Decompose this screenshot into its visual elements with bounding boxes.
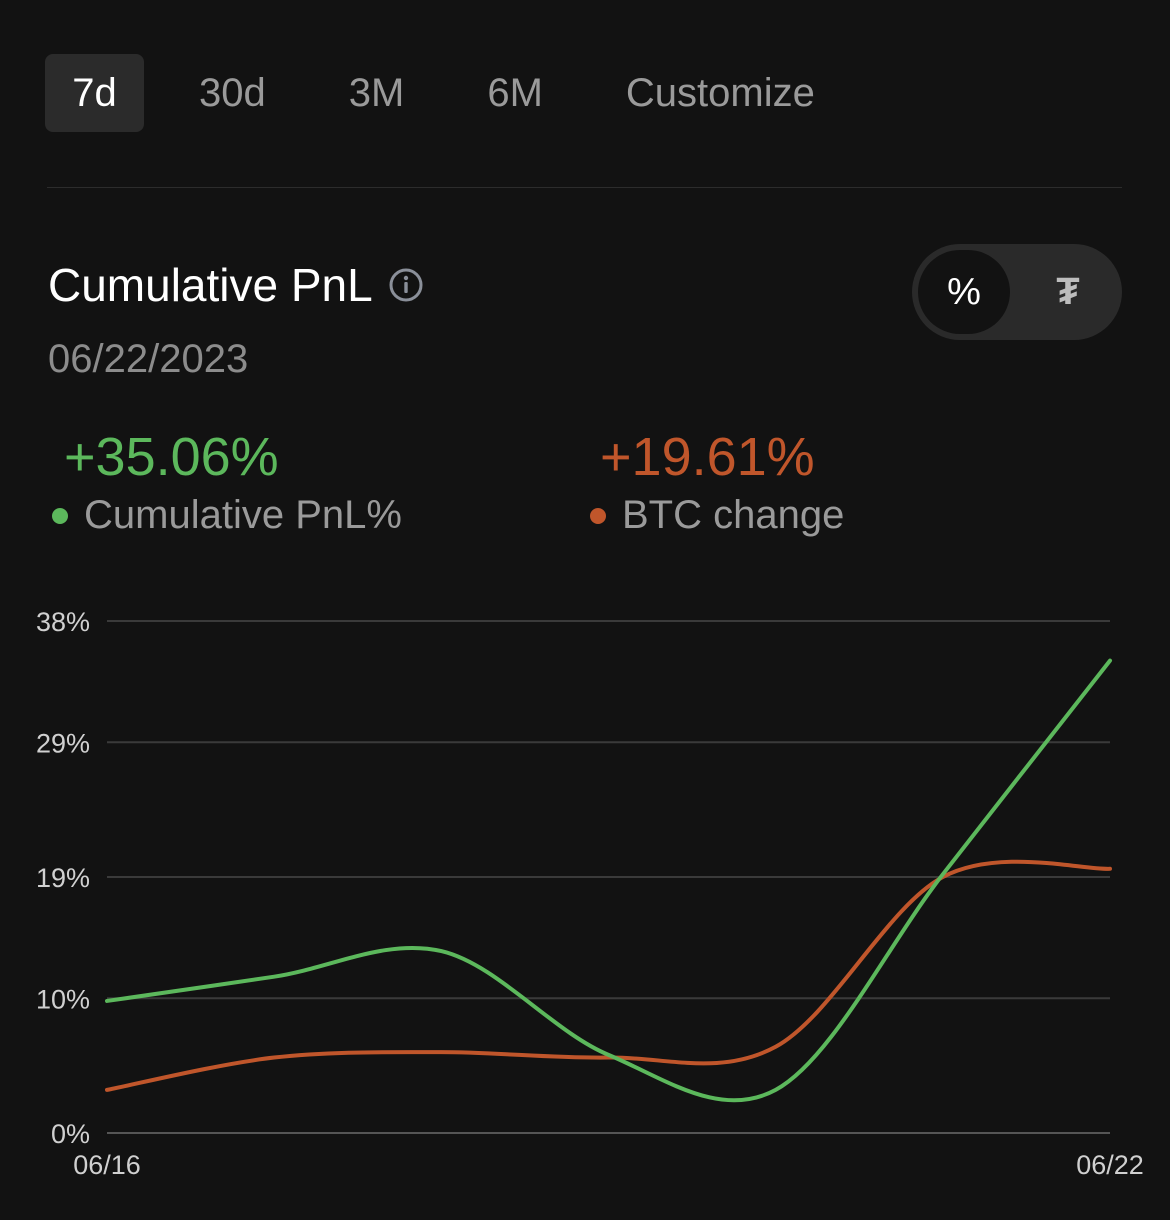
divider: [47, 187, 1122, 188]
info-circle-icon[interactable]: [389, 268, 423, 302]
pnl-series-line: [105, 658, 1112, 1103]
pnl-legend-dot: [52, 507, 68, 524]
title-row: Cumulative PnL: [48, 254, 423, 316]
pnl-label: Cumulative PnL%: [84, 493, 402, 537]
y-tick-label: 38%: [36, 607, 90, 637]
btc-stat: +19.61% BTC change: [590, 425, 844, 538]
date-label: 06/22/2023: [48, 337, 249, 381]
btc-value: +19.61%: [600, 427, 815, 487]
tab-3m[interactable]: 3M: [348, 70, 405, 115]
btc-label: BTC change: [622, 493, 845, 537]
tab-7d[interactable]: 7d: [45, 54, 144, 132]
x-tick-label: 06/16: [73, 1150, 141, 1180]
percent-toggle-button[interactable]: %: [918, 250, 1010, 334]
pnl-value: +35.06%: [64, 427, 279, 487]
page-title: Cumulative PnL: [48, 259, 373, 311]
btc-legend-dot: [590, 507, 606, 524]
tab-customize[interactable]: Customize: [625, 70, 815, 115]
y-tick-label: 19%: [36, 863, 90, 893]
y-tick-label: 0%: [51, 1119, 90, 1149]
btc-legend: BTC change: [590, 493, 844, 538]
period-tabs: 7d 30d 3M 6M Customize: [45, 54, 873, 132]
tab-6m[interactable]: 6M: [487, 70, 543, 115]
unit-toggle: % ₮: [912, 244, 1122, 340]
x-tick-label: 06/22: [1076, 1150, 1144, 1180]
pnl-legend: Cumulative PnL%: [52, 493, 402, 538]
pnl-line-chart[interactable]: 0% 10% 19% 29% 38% 06/16 06/22: [0, 590, 1170, 1190]
usdt-toggle-button[interactable]: ₮: [1056, 270, 1080, 313]
tab-30d[interactable]: 30d: [199, 70, 266, 115]
y-tick-label: 10%: [36, 984, 90, 1014]
y-tick-label: 29%: [36, 728, 90, 758]
pnl-stat: +35.06% Cumulative PnL%: [52, 425, 402, 538]
